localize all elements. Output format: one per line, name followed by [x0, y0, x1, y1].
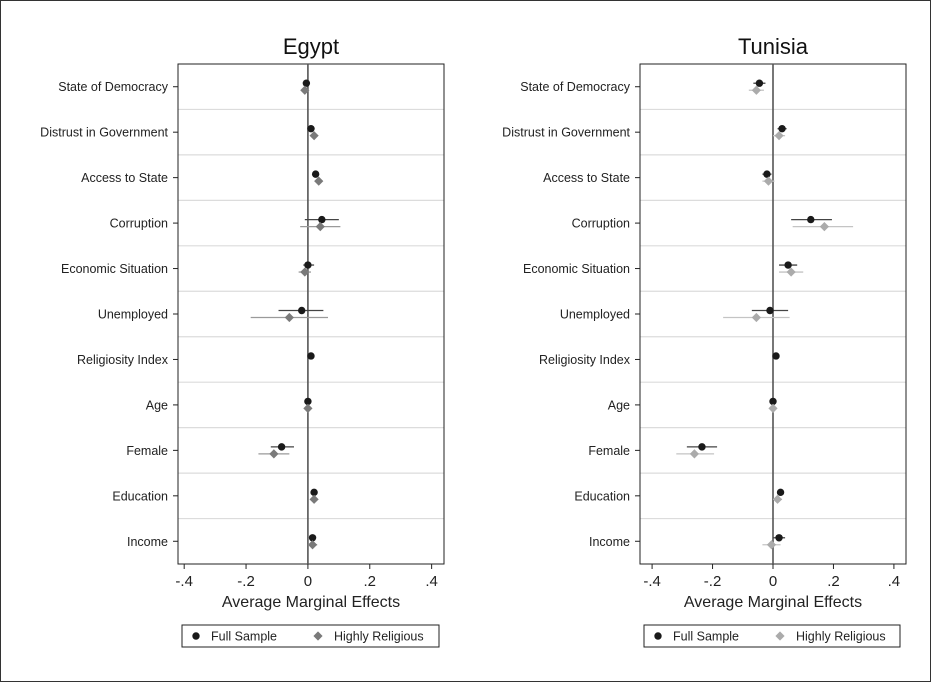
y-label-distrust-in-government: Distrust in Government — [502, 126, 630, 140]
y-label-unemployed: Unemployed — [560, 308, 630, 322]
x-tick-label: 0 — [304, 573, 312, 590]
y-label-education: Education — [112, 489, 168, 503]
y-label-education: Education — [574, 489, 630, 503]
point-highly-religious-access-to-state — [314, 176, 324, 186]
point-highly-religious-distrust-in-government — [774, 131, 784, 141]
legend-box — [643, 624, 901, 648]
point-highly-religious-education — [309, 494, 319, 504]
legend-marker-highly-religious — [313, 631, 323, 641]
point-full-sample-unemployed — [766, 306, 774, 315]
y-label-female: Female — [588, 444, 630, 458]
x-tick-label: -.2 — [237, 573, 255, 590]
x-tick-label: .4 — [425, 573, 438, 590]
point-full-sample-education — [776, 488, 785, 497]
point-full-sample-religiosity-index — [772, 352, 780, 360]
x-tick-label: .2 — [827, 573, 840, 590]
x-tick-label: .2 — [364, 573, 377, 590]
y-label-distrust-in-government: Distrust in Government — [40, 126, 168, 140]
y-label-corruption: Corruption — [110, 217, 168, 231]
point-highly-religious-corruption — [819, 221, 829, 232]
point-highly-religious-income — [307, 540, 318, 550]
point-full-sample-state-of-democracy — [302, 79, 311, 87]
y-label-unemployed: Unemployed — [98, 308, 168, 322]
tunisia-panel: Tunisia State of Democracy Distrust in Gov… — [502, 34, 907, 648]
y-label-corruption: Corruption — [572, 217, 630, 231]
point-full-sample-state-of-democracy — [755, 79, 764, 87]
y-label-income: Income — [589, 535, 630, 549]
y-label-state-of-democracy: State of Democracy — [58, 80, 169, 94]
x-axis-title: Average Marginal Effects — [222, 594, 400, 611]
point-highly-religious-economic-situation — [300, 267, 310, 277]
point-full-sample-unemployed — [298, 306, 306, 315]
point-full-sample-female — [698, 443, 706, 451]
legend-label-full-sample: Full Sample — [673, 630, 739, 644]
point-full-sample-age — [769, 397, 777, 406]
point-full-sample-access-to-state — [763, 170, 771, 178]
y-label-age: Age — [608, 398, 630, 412]
y-label-access-to-state: Access to State — [543, 171, 630, 185]
point-full-sample-age — [304, 397, 312, 406]
y-label-age: Age — [146, 398, 168, 412]
point-full-sample-female — [277, 443, 286, 451]
point-full-sample-corruption — [318, 215, 326, 224]
x-tick-label: -.4 — [175, 573, 193, 590]
point-full-sample-income — [308, 534, 317, 542]
point-highly-religious-income — [766, 540, 777, 550]
x-tick-label: 0 — [769, 573, 777, 590]
point-full-sample-economic-situation — [784, 261, 792, 269]
chart-title: Tunisia — [738, 34, 809, 59]
y-label-religiosity-index: Religiosity Index — [539, 353, 631, 367]
point-highly-religious-corruption — [315, 221, 325, 232]
point-full-sample-religiosity-index — [307, 352, 315, 360]
x-tick-label: -.2 — [704, 573, 722, 590]
point-highly-religious-distrust-in-government — [309, 131, 319, 141]
legend-marker-highly-religious — [775, 631, 785, 641]
point-highly-religious-access-to-state — [763, 176, 774, 186]
y-label-state-of-democracy: State of Democracy — [520, 80, 631, 94]
y-label-female: Female — [126, 444, 168, 458]
legend-marker-full-sample — [654, 632, 662, 640]
point-highly-religious-female — [689, 449, 700, 459]
point-highly-religious-economic-situation — [786, 267, 796, 277]
point-full-sample-economic-situation — [304, 261, 312, 269]
legend-label-highly-religious: Highly Religious — [334, 630, 424, 644]
point-highly-religious-state-of-democracy — [300, 85, 310, 95]
legend-label-highly-religious: Highly Religious — [796, 630, 886, 644]
point-highly-religious-unemployed — [751, 312, 761, 323]
x-tick-label: .4 — [888, 573, 901, 590]
point-highly-religious-unemployed — [284, 312, 294, 323]
x-axis-title: Average Marginal Effects — [684, 594, 862, 611]
point-full-sample-education — [310, 488, 318, 497]
legend-label-full-sample: Full Sample — [211, 630, 277, 644]
y-label-access-to-state: Access to State — [81, 171, 168, 185]
point-full-sample-income — [775, 534, 783, 542]
legend-marker-full-sample — [192, 632, 200, 640]
point-full-sample-access-to-state — [311, 170, 320, 178]
point-highly-religious-education — [772, 494, 783, 504]
point-highly-religious-age — [303, 403, 313, 414]
y-label-income: Income — [127, 535, 168, 549]
point-full-sample-distrust-in-government — [307, 124, 315, 133]
y-label-religiosity-index: Religiosity Index — [77, 353, 169, 367]
legend-box — [181, 624, 440, 648]
point-full-sample-corruption — [807, 215, 815, 224]
y-label-economic-situation: Economic Situation — [523, 262, 630, 276]
point-highly-religious-state-of-democracy — [751, 85, 761, 95]
point-highly-religious-female — [269, 449, 279, 459]
chart-title: Egypt — [283, 34, 339, 59]
point-highly-religious-age — [768, 403, 778, 414]
x-tick-label: -.4 — [643, 573, 661, 590]
plot-area — [178, 64, 444, 564]
egypt-panel: Egypt State of Democracy Distrust in Gover… — [40, 34, 445, 648]
point-full-sample-distrust-in-government — [778, 124, 786, 133]
y-label-economic-situation: Economic Situation — [61, 262, 168, 276]
